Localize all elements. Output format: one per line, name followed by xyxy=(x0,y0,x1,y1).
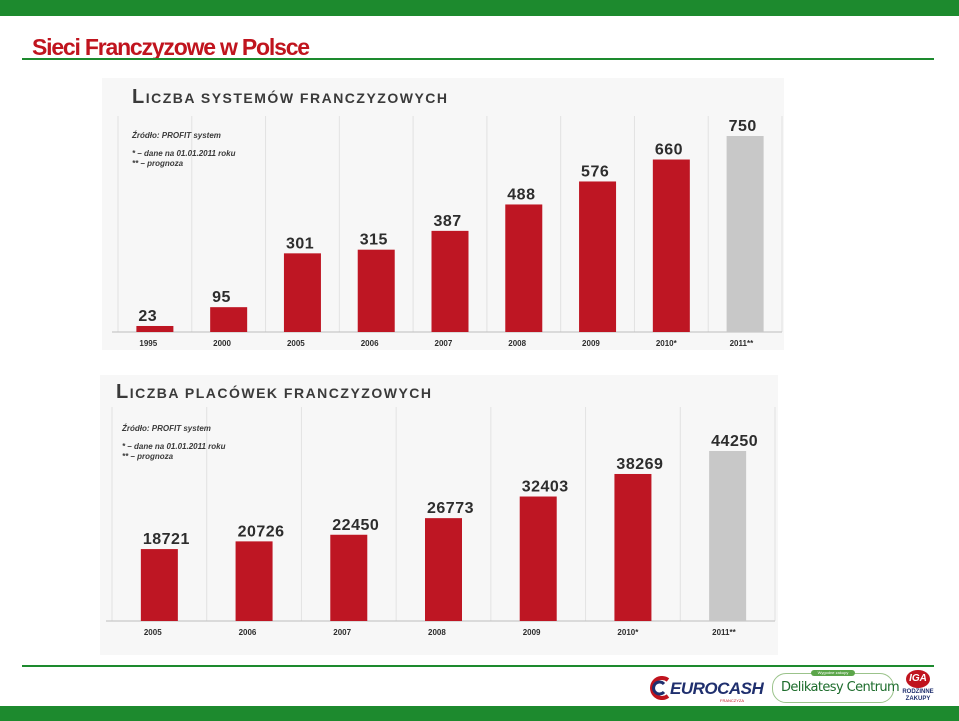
chart-systems-note-2: ** – prognoza xyxy=(132,159,184,168)
bar-2005 xyxy=(140,549,178,621)
bar-2010 xyxy=(614,473,652,621)
data-label: 95 xyxy=(212,289,231,306)
data-label: 488 xyxy=(507,186,535,203)
chart-outlets-note-2: ** – prognoza xyxy=(122,452,174,461)
bar-2005 xyxy=(283,253,321,332)
x-tick-label: 2008 xyxy=(508,339,526,348)
x-tick-label: 2011** xyxy=(730,339,754,348)
bar-2008 xyxy=(505,204,543,332)
data-label: 301 xyxy=(286,235,314,252)
top-green-band xyxy=(0,0,959,16)
x-tick-label: 2011** xyxy=(712,628,736,637)
chart-outlets-notes: Źródło: PROFIT system * – dane na 01.01.… xyxy=(122,424,225,462)
iga-logo: IGA RODZINNE ZAKUPY xyxy=(900,670,936,704)
x-tick-label: 2008 xyxy=(428,628,446,637)
chart-systems-title: LICZBA SYSTEMÓW FRANCZYZOWYCH xyxy=(132,86,449,108)
bar-2000 xyxy=(210,307,248,332)
footer-logos: EUROCASH FRANCZYZA Wygodne zakupy Delika… xyxy=(648,670,938,704)
eurocash-swoosh-icon xyxy=(650,676,670,700)
x-tick-label: 2006 xyxy=(361,339,379,348)
chart-systems-svg: 23 1995 95 2000 301 2005 315 2006 387 2007 488 2008… xyxy=(112,116,783,348)
chart-systems-source: Źródło: PROFIT system xyxy=(132,131,221,140)
slide-title: Sieci Franczyzowe w Polsce xyxy=(32,34,310,60)
x-tick-label: 2005 xyxy=(287,339,305,348)
x-tick-label: 2009 xyxy=(582,339,600,348)
chart-franchise-systems: 23 1995 95 2000 301 2005 315 2006 387 2007 488 2008… xyxy=(102,78,784,350)
chart-outlets-title: LICZBA PLACÓWEK FRANCZYZOWYCH xyxy=(116,381,433,403)
data-label: 44250 xyxy=(711,433,758,450)
data-label: 387 xyxy=(434,213,462,230)
delikatesy-centrum-logo: Wygodne zakupy Delikatesy Centrum xyxy=(772,670,900,703)
iga-subtext: RODZINNE ZAKUPY xyxy=(902,689,934,702)
bar-2006 xyxy=(357,249,395,332)
bar-2011 xyxy=(709,451,747,621)
x-tick-label: 2007 xyxy=(435,339,453,348)
title-underline xyxy=(22,58,934,60)
x-tick-label: 2010* xyxy=(617,628,639,637)
data-label: 576 xyxy=(581,163,609,180)
chart-outlets-source: Źródło: PROFIT system xyxy=(122,424,211,433)
data-label: 660 xyxy=(655,142,683,159)
data-label: 18721 xyxy=(143,531,190,548)
bar-1995 xyxy=(136,325,174,332)
chart-franchise-outlets: 18721 2005 20726 2006 22450 2007 26773 2008 3240… xyxy=(100,375,778,655)
data-label: 315 xyxy=(360,232,388,249)
data-label: 20726 xyxy=(238,523,285,540)
data-label: 23 xyxy=(138,308,157,325)
iga-mark: IGA xyxy=(906,670,930,688)
bar-2007 xyxy=(431,230,469,332)
bar-2009 xyxy=(579,181,617,332)
chart-systems-notes: Źródło: PROFIT system * – dane na 01.01.… xyxy=(132,131,235,169)
bar-2006 xyxy=(235,541,273,621)
bar-2008 xyxy=(425,518,462,621)
x-tick-label: 2006 xyxy=(239,628,257,637)
data-label: 32403 xyxy=(522,479,569,496)
chart-outlets-svg: 18721 2005 20726 2006 22450 2007 26773 2008 3240… xyxy=(106,407,776,637)
x-tick-label: 2010* xyxy=(656,339,678,348)
bar-2010 xyxy=(652,159,690,332)
bar-2009 xyxy=(519,496,557,621)
x-tick-label: 2007 xyxy=(333,628,351,637)
data-label: 22450 xyxy=(332,517,379,534)
footer-line xyxy=(22,665,934,667)
eurocash-logo: EUROCASH FRANCZYZA xyxy=(648,674,768,703)
delikatesy-wordmark: Delikatesy Centrum xyxy=(781,680,900,695)
x-tick-label: 2005 xyxy=(144,628,162,637)
data-label: 26773 xyxy=(427,500,474,517)
data-label: 38269 xyxy=(616,456,663,473)
chart-outlets-note-1: * – dane na 01.01.2011 roku xyxy=(122,442,226,451)
eurocash-wordmark: EUROCASH xyxy=(670,679,764,698)
bar-2007 xyxy=(330,534,368,621)
eurocash-subtext: FRANCZYZA xyxy=(720,698,744,703)
data-label: 750 xyxy=(729,118,757,135)
x-tick-label: 2000 xyxy=(213,339,231,348)
bottom-green-band xyxy=(0,706,959,721)
x-tick-label: 2009 xyxy=(523,628,541,637)
x-tick-label: 1995 xyxy=(139,339,157,348)
delikatesy-badge: Wygodne zakupy xyxy=(811,670,855,676)
chart-systems-note-1: * – dane na 01.01.2011 roku xyxy=(132,149,236,158)
bar-2011 xyxy=(726,136,764,332)
